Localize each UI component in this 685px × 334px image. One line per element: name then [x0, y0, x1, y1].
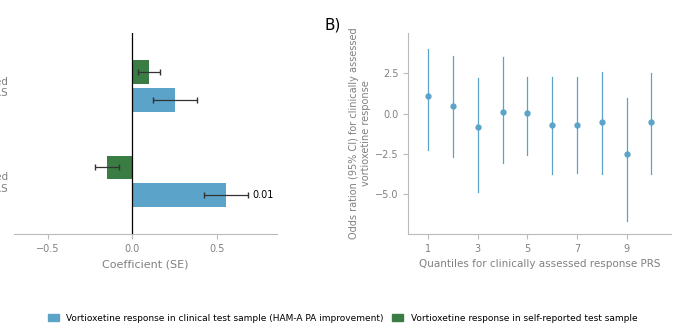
X-axis label: Coefficient (SE): Coefficient (SE)	[102, 259, 188, 269]
Y-axis label: Odds ration (95% CI) for clinically assessed
vortioxetine response: Odds ration (95% CI) for clinically asse…	[349, 28, 371, 239]
Bar	[132, 60, 149, 84]
Text: 0.01: 0.01	[252, 190, 273, 200]
Bar	[132, 183, 226, 207]
Bar	[132, 88, 175, 112]
Legend: Vortioxetine response in clinical test sample (HAM-A PA improvement), Vortioxeti: Vortioxetine response in clinical test s…	[45, 310, 640, 326]
Text: B): B)	[324, 17, 340, 32]
Bar	[107, 156, 132, 179]
X-axis label: Quantiles for clinically assessed response PRS: Quantiles for clinically assessed respon…	[419, 259, 660, 269]
